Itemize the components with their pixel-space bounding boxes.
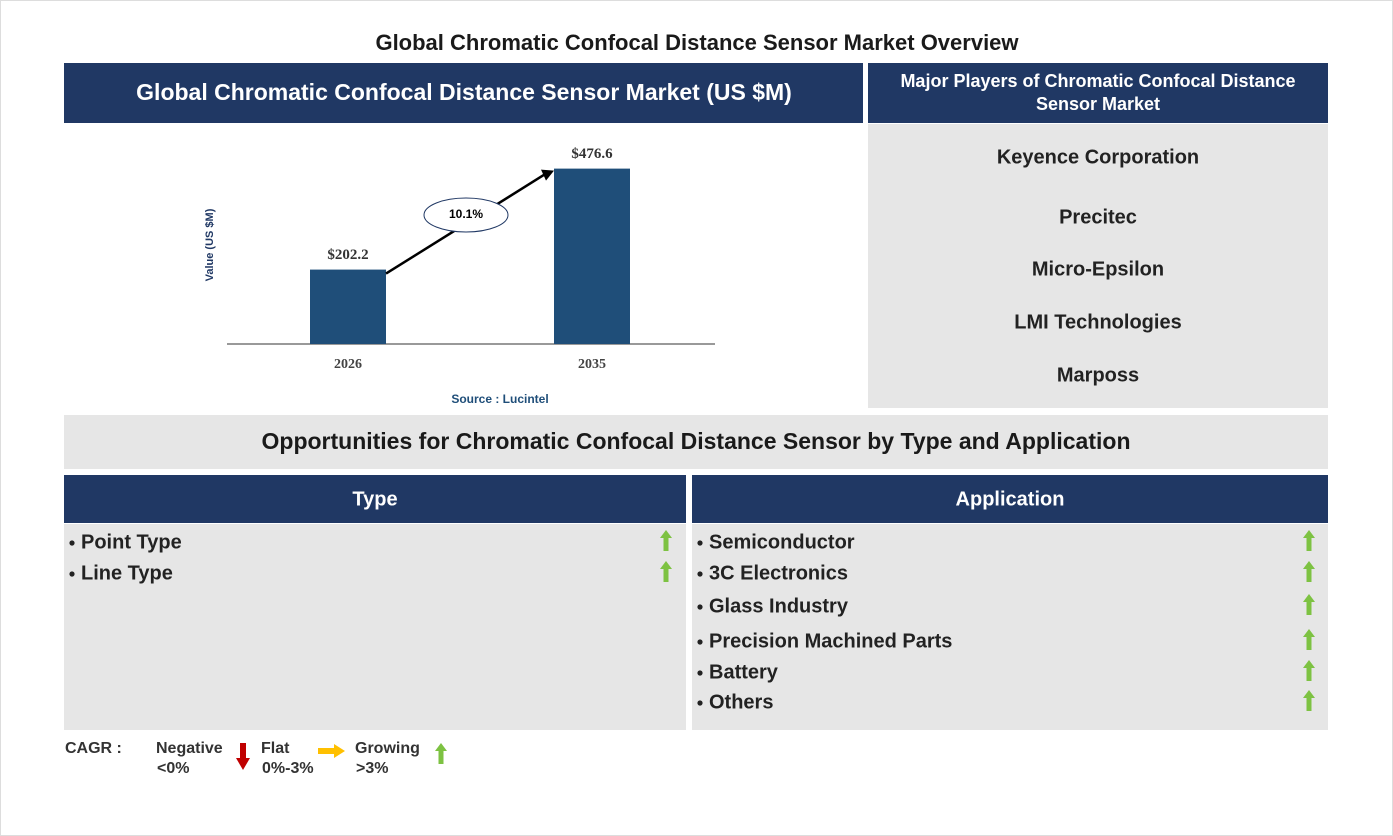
chart-title: Global Chromatic Confocal Distance Senso… bbox=[136, 79, 792, 105]
x-tick-label: 2026 bbox=[334, 357, 362, 372]
item: Battery bbox=[709, 661, 779, 683]
player-name: LMI Technologies bbox=[1014, 311, 1181, 333]
cagr-label: 10.1% bbox=[449, 207, 483, 221]
opportunities-band bbox=[64, 415, 1328, 469]
growth-arrowhead bbox=[541, 169, 554, 181]
application-header bbox=[692, 475, 1328, 523]
item: Precision Machined Parts bbox=[709, 630, 952, 652]
application-panel bbox=[692, 524, 1328, 730]
y-axis-label: Value (US $M) bbox=[204, 208, 216, 281]
type-header bbox=[64, 475, 686, 523]
item: Semiconductor bbox=[709, 531, 855, 553]
legend-range: <0% bbox=[157, 760, 189, 777]
negative-arrow bbox=[236, 743, 250, 770]
players-header bbox=[868, 63, 1328, 123]
legend-range: >3% bbox=[356, 760, 388, 777]
chart-header bbox=[64, 63, 863, 123]
item: Glass Industry bbox=[709, 595, 849, 617]
bullet bbox=[697, 700, 703, 706]
legend-name: Flat bbox=[261, 740, 290, 757]
growth-arrow bbox=[660, 561, 672, 582]
legend-label: CAGR : bbox=[65, 740, 122, 757]
growth-arrow bbox=[1303, 629, 1315, 650]
bar bbox=[554, 168, 630, 344]
bullet bbox=[69, 540, 75, 546]
legend-name: Growing bbox=[355, 740, 420, 757]
player-name: Precitec bbox=[1059, 206, 1137, 228]
opportunities-title: Opportunities for Chromatic Confocal Dis… bbox=[262, 428, 1131, 454]
item: Point Type bbox=[81, 531, 182, 553]
value-label: $476.6 bbox=[571, 146, 613, 162]
bullet bbox=[697, 639, 703, 645]
players-title: Major Players of Chromatic Confocal Dist… bbox=[900, 71, 1296, 114]
players-title-box: Major Players of Chromatic Confocal Dist… bbox=[900, 71, 1296, 114]
bullet bbox=[697, 571, 703, 577]
growth-arrow bbox=[1303, 530, 1315, 551]
legend-name: Negative bbox=[156, 740, 223, 757]
cagr-bubble bbox=[423, 197, 509, 233]
bullet bbox=[697, 670, 703, 676]
item: Line Type bbox=[81, 562, 173, 584]
x-tick-label: 2035 bbox=[578, 357, 606, 372]
legend-range: 0%-3% bbox=[262, 760, 314, 777]
growth-arrow bbox=[1303, 690, 1315, 711]
flat-arrow bbox=[318, 744, 345, 758]
application-title: Application bbox=[956, 488, 1065, 510]
page-title: Global Chromatic Confocal Distance Senso… bbox=[375, 30, 1019, 55]
player-name: Keyence Corporation bbox=[997, 146, 1199, 168]
source: Source : Lucintel bbox=[451, 392, 548, 406]
growth-arrow bbox=[435, 743, 447, 764]
growth-arrow bbox=[660, 530, 672, 551]
type-title: Type bbox=[352, 488, 397, 510]
type-panel bbox=[64, 524, 686, 730]
growth-arrow bbox=[1303, 660, 1315, 681]
value-label: $202.2 bbox=[327, 247, 368, 263]
player-name: Micro-Epsilon bbox=[1032, 258, 1164, 280]
bar bbox=[310, 269, 386, 344]
item: Others bbox=[709, 691, 773, 713]
item: 3C Electronics bbox=[709, 562, 848, 584]
players-panel bbox=[868, 124, 1328, 408]
bullet bbox=[69, 571, 75, 577]
player-name: Marposs bbox=[1057, 364, 1139, 386]
bullet bbox=[697, 604, 703, 610]
bullet bbox=[697, 540, 703, 546]
growth-arrow bbox=[1303, 561, 1315, 582]
growth-arrow bbox=[1303, 594, 1315, 615]
